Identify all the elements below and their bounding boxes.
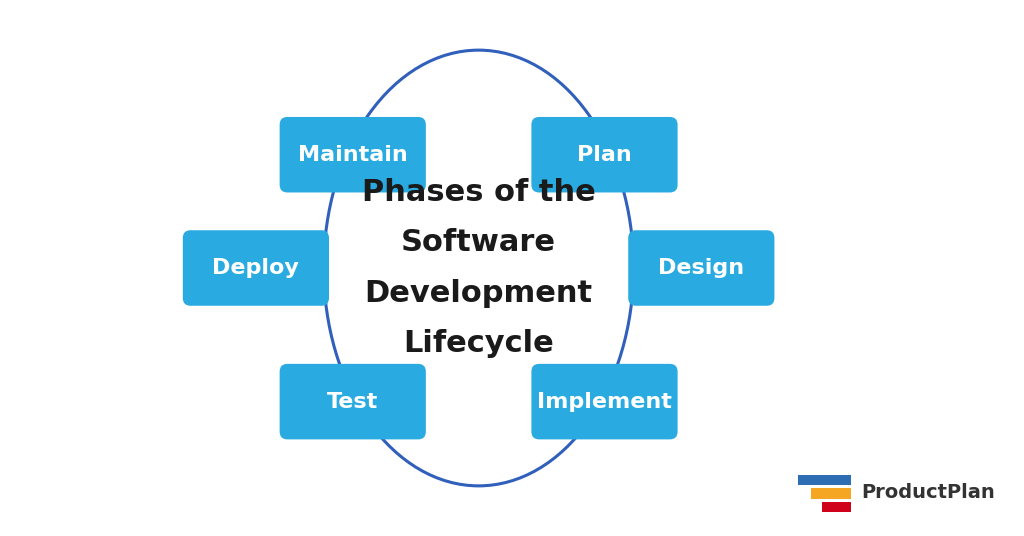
Text: Deploy: Deploy — [212, 258, 299, 278]
Text: Test: Test — [327, 392, 379, 412]
Text: Software: Software — [401, 228, 556, 257]
Bar — [822, 502, 851, 512]
FancyBboxPatch shape — [531, 364, 678, 440]
Text: Lifecycle: Lifecycle — [403, 329, 554, 358]
Bar — [798, 475, 851, 486]
FancyBboxPatch shape — [280, 364, 426, 440]
FancyBboxPatch shape — [280, 117, 426, 192]
Text: Phases of the: Phases of the — [361, 178, 596, 207]
FancyBboxPatch shape — [531, 117, 678, 192]
Text: Development: Development — [365, 279, 593, 308]
FancyBboxPatch shape — [628, 230, 774, 306]
Bar — [811, 488, 851, 499]
Text: ProductPlan: ProductPlan — [861, 483, 995, 502]
Text: Design: Design — [658, 258, 744, 278]
FancyBboxPatch shape — [183, 230, 329, 306]
Text: Implement: Implement — [537, 392, 672, 412]
Text: Plan: Plan — [578, 145, 632, 165]
Text: Maintain: Maintain — [298, 145, 408, 165]
